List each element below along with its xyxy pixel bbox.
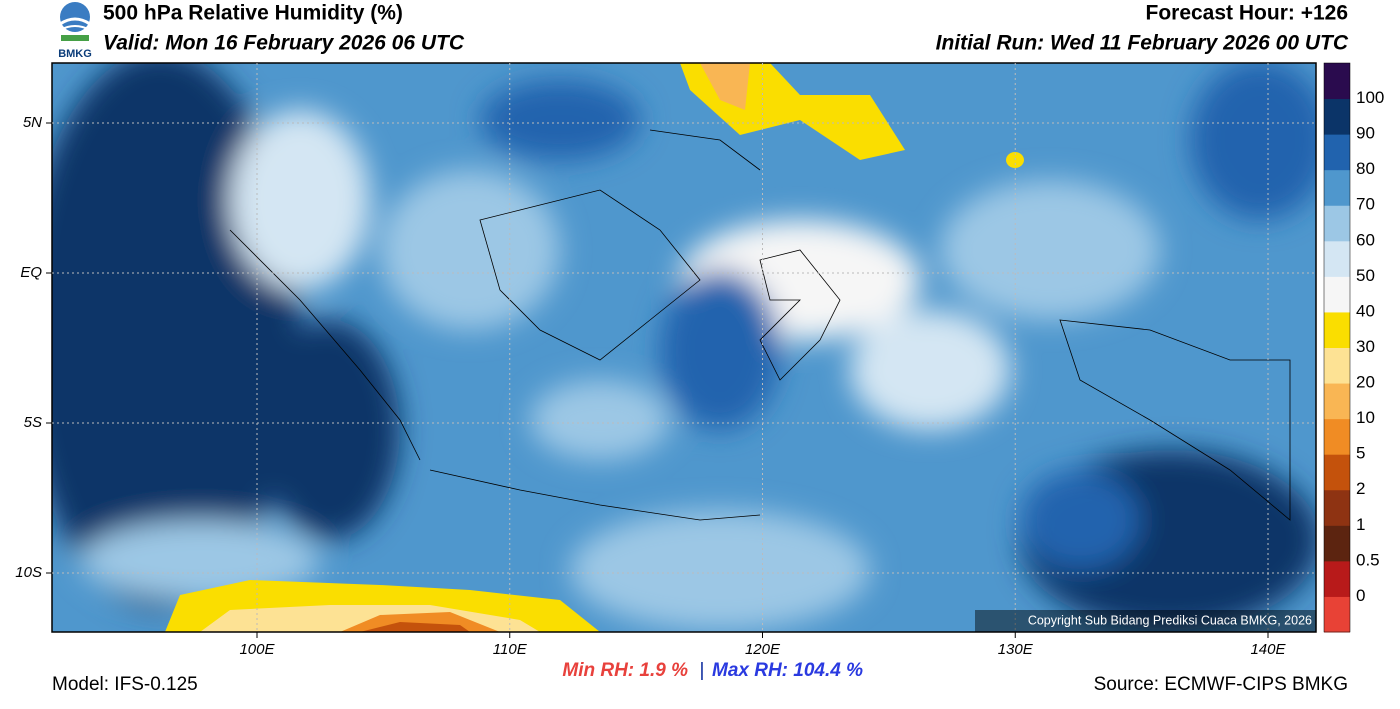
colorbar-label: 2 <box>1356 479 1365 498</box>
colorbar-label: 100 <box>1356 88 1384 107</box>
logo-text: BMKG <box>58 48 92 60</box>
colorbar-band <box>1324 561 1350 597</box>
colorbar-label: 30 <box>1356 337 1375 356</box>
colorbar-band <box>1324 383 1350 419</box>
colorbar-band <box>1324 490 1350 526</box>
colorbar-label: 50 <box>1356 266 1375 285</box>
lon-label: 130E <box>998 641 1034 658</box>
colorbar-label: 0 <box>1356 586 1365 605</box>
colorbar-band <box>1324 419 1350 455</box>
forecast-hour: Forecast Hour: +126 <box>1146 2 1349 25</box>
title: 500 hPa Relative Humidity (%) <box>103 2 403 25</box>
humidity-field <box>20 50 1330 632</box>
colorbar-band <box>1324 596 1350 632</box>
copyright: Copyright Sub Bidang Prediksi Cuaca BMKG… <box>1028 613 1312 627</box>
colorbar-band <box>1324 241 1350 277</box>
max-rh: Max RH: 104.4 % <box>712 660 863 681</box>
separator: | <box>700 660 705 681</box>
colorbar-label: 0.5 <box>1356 550 1380 569</box>
source: Source: ECMWF-CIPS BMKG <box>1094 674 1348 695</box>
min-rh: Min RH: 1.9 % <box>562 660 688 681</box>
colorbar-band <box>1324 205 1350 241</box>
colorbar-band <box>1324 63 1350 99</box>
valid-time: Valid: Mon 16 February 2026 06 UTC <box>103 32 465 55</box>
colorbar-label: 5 <box>1356 444 1365 463</box>
lon-label: 120E <box>745 641 781 658</box>
colorbar-band <box>1324 454 1350 490</box>
colorbar-label: 90 <box>1356 124 1375 143</box>
lon-label: 110E <box>493 641 528 658</box>
lat-label: 10S <box>15 564 42 581</box>
lat-label: 5S <box>24 414 42 431</box>
colorbar-band <box>1324 99 1350 135</box>
colorbar-band <box>1324 312 1350 348</box>
colorbar-label: 10 <box>1356 408 1375 427</box>
lon-label: 140E <box>1250 641 1286 658</box>
lat-label: 5N <box>23 114 42 131</box>
colorbar-band <box>1324 348 1350 384</box>
lat-label: EQ <box>20 264 42 281</box>
logo: BMKG <box>58 2 92 60</box>
colorbar-label: 70 <box>1356 195 1375 214</box>
lon-label: 100E <box>239 641 275 658</box>
colorbar-band <box>1324 525 1350 561</box>
colorbar-label: 20 <box>1356 373 1375 392</box>
colorbar-label: 1 <box>1356 515 1365 534</box>
model: Model: IFS-0.125 <box>52 674 198 695</box>
colorbar-band <box>1324 170 1350 206</box>
colorbar-band <box>1324 276 1350 312</box>
initial-run: Initial Run: Wed 11 February 2026 00 UTC <box>936 32 1349 55</box>
colorbar-band <box>1324 134 1350 170</box>
colorbar-label: 60 <box>1356 230 1375 249</box>
colorbar-label: 80 <box>1356 159 1375 178</box>
colorbar: 0 0.5 1 2 5 10 20 30 40 50 60 70 80 90 100 <box>1324 63 1384 633</box>
colorbar-label: 40 <box>1356 301 1375 320</box>
